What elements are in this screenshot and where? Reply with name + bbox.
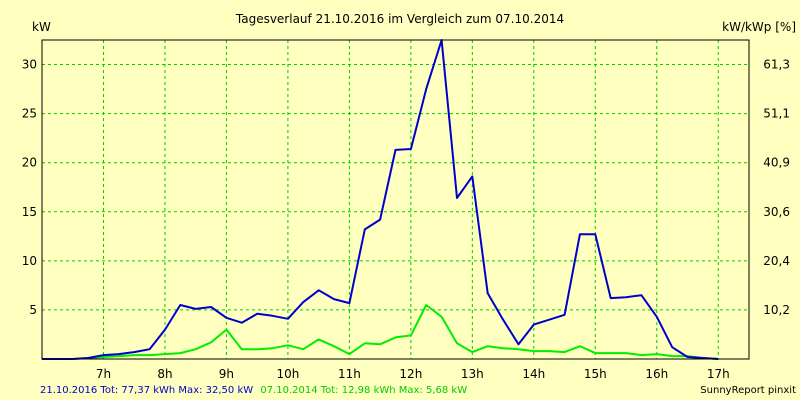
- y-tick-label-left-0: 5: [29, 303, 37, 317]
- series-layer: [42, 39, 719, 360]
- x-tick-label-10: 17h: [707, 367, 730, 381]
- x-tick-label-4: 11h: [338, 367, 361, 381]
- y-tick-labels-left: 5 10 15 20 25 30: [22, 58, 37, 317]
- footer-legend: 21.10.2016 Tot: 77,37 kWh Max: 32,50 kW …: [40, 385, 467, 396]
- x-tick-label-0: 7h: [96, 367, 111, 381]
- y-tick-label-right-0: 10,2: [763, 303, 790, 317]
- plot-frame: [41, 39, 750, 360]
- x-tick-label-8: 15h: [584, 367, 607, 381]
- y-tick-label-left-3: 20: [22, 156, 37, 170]
- y-tick-labels-right: 10,2 20,4 30,6 40,9 51,1 61,3: [763, 58, 790, 317]
- y-tick-label-left-5: 30: [22, 58, 37, 72]
- x-tick-label-1: 8h: [157, 367, 172, 381]
- x-tick-label-2: 9h: [219, 367, 234, 381]
- x-tick-label-5: 12h: [399, 367, 422, 381]
- legend-series-2: 07.10.2014 Tot: 12,98 kWh Max: 5,68 kW: [260, 385, 467, 396]
- y-tick-label-right-5: 61,3: [763, 58, 790, 72]
- y-tick-label-left-2: 15: [22, 205, 37, 219]
- y-axis-left-label: kW: [32, 20, 51, 34]
- grid-lines: [42, 40, 749, 359]
- y-tick-label-left-1: 10: [22, 254, 37, 268]
- chart-title: Tagesverlauf 21.10.2016 im Vergleich zum…: [235, 12, 564, 26]
- y-axis-right-label: kW/kWp [%]: [722, 20, 796, 34]
- series-line-1: [42, 39, 719, 360]
- legend-series-1: 21.10.2016 Tot: 77,37 kWh Max: 32,50 kW: [40, 385, 253, 396]
- y-tick-label-right-3: 40,9: [763, 156, 790, 170]
- y-tick-label-right-4: 51,1: [763, 107, 790, 121]
- series-line-2: [42, 304, 719, 360]
- y-tick-label-right-1: 20,4: [763, 254, 790, 268]
- x-tick-labels: 7h 8h 9h 10h 11h 12h 13h 14h 15h 16h 17h: [96, 367, 730, 381]
- x-tick-label-6: 13h: [461, 367, 484, 381]
- y-tick-label-right-2: 30,6: [763, 205, 790, 219]
- x-tick-label-9: 16h: [645, 367, 668, 381]
- y-tick-label-left-4: 25: [22, 107, 37, 121]
- x-tick-label-7: 14h: [522, 367, 545, 381]
- x-tick-label-3: 10h: [276, 367, 299, 381]
- credit-text: SunnyReport pinxit: [700, 385, 796, 396]
